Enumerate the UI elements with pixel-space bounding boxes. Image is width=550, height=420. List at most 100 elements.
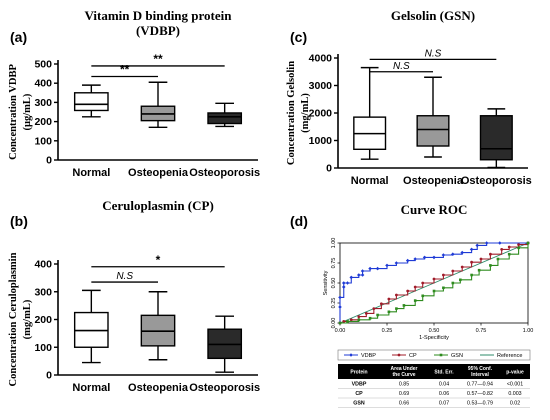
table-header-cell: Interval	[471, 372, 489, 378]
legend-marker	[349, 353, 353, 357]
roc-point-gsn	[357, 318, 361, 322]
roc-point-cp	[357, 315, 361, 318]
legend-entry: GSN	[451, 353, 463, 359]
y-axis-label: Concentration VDBP	[8, 64, 19, 160]
roc-point-vdbp	[360, 269, 365, 273]
y-tick-label: 4000	[309, 53, 333, 65]
roc-point-gsn	[459, 278, 462, 282]
chart-title: Gelsolin (GSN)	[391, 8, 475, 23]
roc-point-cp	[349, 318, 353, 322]
panel-b: (b) Ceruloplasmin (CP) Concentration Cerul…	[8, 198, 260, 394]
x-tick-label: 0.00	[335, 328, 346, 334]
y-tick-label: 0.00	[331, 318, 337, 329]
roc-point-cp	[479, 257, 483, 261]
roc-point-gsn	[338, 321, 342, 325]
roc-point-gsn	[346, 320, 349, 323]
y-tick-label: 0	[46, 155, 52, 167]
roc-point-gsn	[387, 310, 391, 314]
table-header-bar	[338, 364, 530, 379]
table-cell: GSN	[353, 400, 365, 406]
y-axis-label: Concentration Gelsolin	[286, 61, 297, 165]
roc-point-vdbp	[422, 255, 427, 260]
table-cell: 0.06	[439, 391, 449, 397]
y-tick-label: 1000	[309, 135, 333, 147]
roc-point-cp	[470, 260, 473, 264]
roc-point-gsn	[432, 289, 436, 293]
roc-point-cp	[379, 302, 383, 306]
x-category-label: Osteopenia	[128, 382, 189, 394]
roc-point-vdbp	[375, 266, 380, 271]
box-iqr	[207, 112, 243, 125]
panel-tag: (b)	[10, 213, 28, 229]
y-axis-unit: (mg/mL)	[22, 299, 33, 339]
roc-point-vdbp	[338, 295, 342, 300]
panel-a: (a) Vitamin D binding protein(VDBP) Concen…	[8, 8, 260, 179]
x-category-label: Normal	[351, 175, 389, 187]
roc-point-cp	[413, 285, 417, 289]
roc-point-cp	[460, 265, 464, 269]
panel-tag: (a)	[10, 29, 27, 45]
chart-title: Curve ROC	[401, 202, 468, 217]
roc-point-gsn	[526, 241, 530, 245]
y-axis-label: Concentration Ceruloplasmin	[8, 252, 19, 386]
roc-point-gsn	[413, 299, 417, 302]
roc-point-gsn	[395, 307, 398, 310]
chart-title: Ceruloplasmin (CP)	[102, 198, 214, 213]
table-cell: 0.77—0.94	[467, 381, 493, 387]
roc-point-vdbp	[484, 241, 489, 245]
roc-point-gsn	[496, 257, 500, 261]
significance-label: **	[120, 62, 130, 76]
table-header-cell: Protein	[350, 370, 367, 376]
roc-line-vdbp	[339, 242, 528, 323]
roc-point-cp	[451, 269, 455, 273]
legend-entry: Reference	[497, 353, 522, 359]
y-axis-unit: (μg/mL)	[22, 93, 33, 130]
table-cell: 0.57—0.82	[467, 391, 493, 397]
y-tick-label: 400	[34, 78, 52, 90]
roc-point-gsn	[402, 304, 406, 307]
roc-point-gsn	[376, 313, 379, 317]
table-cell: VDBP	[352, 381, 367, 387]
table-cell: <0.001	[507, 381, 523, 387]
roc-point-vdbp	[405, 258, 410, 263]
y-tick-label: 1.00	[331, 238, 337, 249]
roc-point-vdbp	[460, 250, 464, 255]
box-iqr	[479, 115, 513, 161]
x-category-label: Normal	[72, 167, 110, 179]
x-axis-label: 1-Specificity	[419, 335, 449, 341]
roc-point-vdbp	[341, 281, 346, 285]
roc-point-gsn	[442, 286, 445, 290]
table-cell: 0.69	[399, 391, 409, 397]
table-header-cell: p-value	[506, 370, 524, 376]
table-cell: 0.53—0.79	[467, 400, 493, 406]
significance-label: N.S	[425, 48, 442, 59]
roc-point-cp	[442, 273, 445, 277]
table-cell: CP	[355, 391, 363, 397]
roc-point-cp	[372, 307, 376, 310]
box-iqr	[416, 115, 450, 147]
significance-label: **	[153, 52, 163, 66]
y-tick-label: 0.75	[331, 258, 337, 269]
table-cell: 0.02	[510, 400, 520, 406]
panel-tag: (d)	[290, 213, 308, 229]
roc-point-vdbp	[475, 243, 480, 248]
roc-point-vdbp	[345, 281, 350, 285]
roc-point-cp	[517, 243, 520, 247]
roc-point-vdbp	[451, 252, 455, 256]
roc-point-vdbp	[357, 273, 361, 277]
y-tick-label: 0.50	[331, 278, 337, 289]
roc-point-gsn	[507, 252, 511, 256]
roc-point-vdbp	[413, 257, 417, 261]
legend-entry: VDBP	[361, 353, 376, 359]
roc-point-cp	[342, 320, 346, 323]
table-header-cell: Std. Err.	[434, 370, 454, 376]
roc-point-cp	[432, 277, 436, 281]
roc-point-gsn	[517, 246, 520, 250]
y-tick-label: 0.25	[331, 298, 337, 309]
y-tick-label: 100	[34, 135, 52, 147]
table-header-cell: 95% Conf.	[468, 366, 493, 372]
roc-point-vdbp	[394, 261, 399, 265]
chart-subtitle: (VDBP)	[136, 23, 180, 38]
box-iqr	[73, 92, 109, 112]
